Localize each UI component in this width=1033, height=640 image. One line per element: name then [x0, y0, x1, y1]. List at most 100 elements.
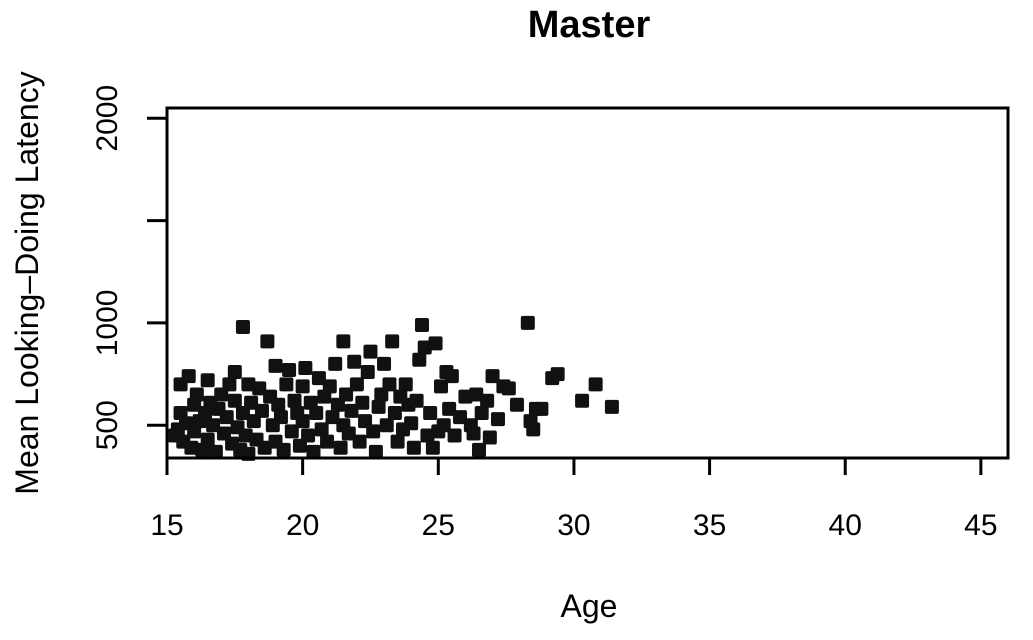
data-point — [363, 344, 378, 359]
data-point — [208, 444, 223, 459]
data-point — [284, 424, 299, 439]
data-point — [379, 418, 394, 433]
data-point — [200, 373, 215, 388]
data-point — [550, 367, 565, 382]
data-point — [371, 399, 386, 414]
data-point — [509, 397, 524, 412]
data-point — [252, 381, 267, 396]
data-point — [520, 315, 535, 330]
data-point — [390, 434, 405, 449]
data-point — [406, 440, 421, 455]
data-point — [206, 418, 221, 433]
data-point — [279, 377, 294, 392]
data-point — [339, 387, 354, 402]
data-point — [526, 422, 541, 437]
data-point — [320, 434, 335, 449]
data-point — [415, 317, 430, 332]
x-tick-label: 35 — [693, 509, 726, 542]
data-point — [412, 352, 427, 367]
data-point — [471, 442, 486, 457]
data-point — [368, 444, 383, 459]
data-point — [409, 393, 424, 408]
data-point — [447, 428, 462, 443]
chart-title: Master — [528, 4, 651, 46]
y-tick-label: 2000 — [91, 85, 124, 152]
data-point — [306, 444, 321, 459]
data-point — [257, 440, 272, 455]
data-point — [474, 405, 489, 420]
data-point — [322, 379, 337, 394]
data-point — [452, 410, 467, 425]
data-point — [200, 432, 215, 447]
data-point — [588, 377, 603, 392]
data-point — [366, 424, 381, 439]
y-tick-label: 1000 — [91, 290, 124, 357]
data-point — [428, 336, 443, 351]
data-point — [485, 369, 500, 384]
data-point — [244, 395, 259, 410]
data-point — [349, 377, 364, 392]
data-point — [355, 395, 370, 410]
data-point — [222, 377, 237, 392]
data-point — [260, 334, 275, 349]
data-point — [417, 340, 432, 355]
data-point — [189, 387, 204, 402]
data-point — [444, 369, 459, 384]
data-point — [301, 428, 316, 443]
data-point — [287, 393, 302, 408]
data-point — [238, 428, 253, 443]
data-point — [181, 369, 196, 384]
data-point — [271, 397, 286, 412]
data-point — [273, 410, 288, 425]
data-point — [575, 393, 590, 408]
data-point — [325, 410, 340, 425]
x-axis-label: Age — [561, 588, 618, 624]
data-point — [235, 320, 250, 335]
data-point — [387, 405, 402, 420]
data-point — [382, 377, 397, 392]
data-point — [490, 412, 505, 427]
x-tick-label: 20 — [286, 509, 319, 542]
y-axis: 500 1000 2000 — [91, 85, 169, 450]
data-point — [344, 403, 359, 418]
data-point — [458, 389, 473, 404]
data-point — [314, 422, 329, 437]
x-tick-label: 45 — [964, 509, 997, 542]
data-point — [227, 365, 242, 380]
data-point — [385, 334, 400, 349]
data-point — [436, 418, 451, 433]
data-point — [241, 377, 256, 392]
data-point — [333, 440, 348, 455]
data-point — [336, 334, 351, 349]
data-point — [377, 356, 392, 371]
data-point — [604, 399, 619, 414]
data-point — [298, 360, 313, 375]
x-tick-label: 25 — [422, 509, 455, 542]
data-point — [434, 379, 449, 394]
x-tick-label: 15 — [150, 509, 183, 542]
x-tick-label: 30 — [557, 509, 590, 542]
data-point — [347, 354, 362, 369]
data-point — [295, 414, 310, 429]
data-point — [282, 362, 297, 377]
data-point — [398, 377, 413, 392]
x-axis: 15 20 25 30 35 40 45 — [150, 456, 998, 542]
data-point — [254, 403, 269, 418]
data-point — [295, 379, 310, 394]
data-point — [469, 387, 484, 402]
data-point — [466, 426, 481, 441]
data-point — [276, 442, 291, 457]
points-layer — [168, 315, 619, 461]
data-point — [423, 405, 438, 420]
data-point — [268, 358, 283, 373]
x-tick-label: 40 — [829, 509, 862, 542]
y-axis-label: Mean Looking–Doing Latency — [9, 71, 45, 494]
data-point — [534, 401, 549, 416]
data-point — [219, 410, 234, 425]
data-point — [227, 393, 242, 408]
y-tick-label: 500 — [91, 400, 124, 450]
data-point — [480, 393, 495, 408]
data-point — [420, 428, 435, 443]
data-point — [309, 405, 324, 420]
